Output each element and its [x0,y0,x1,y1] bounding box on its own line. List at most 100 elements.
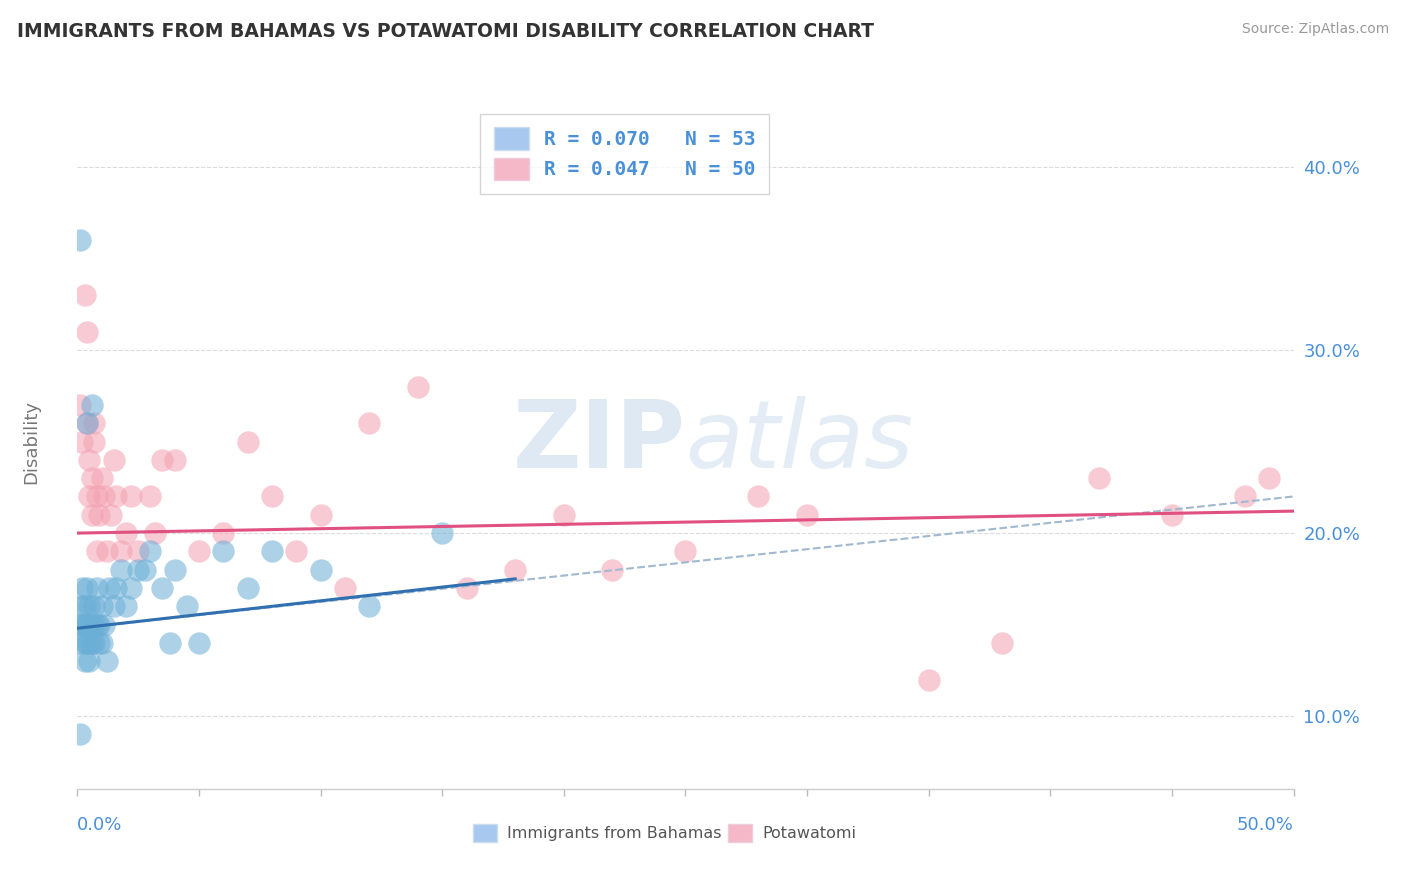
Text: atlas: atlas [686,396,914,487]
Point [86,581,108,595]
Point [79,617,101,632]
Point [73,654,96,668]
Point [553,508,575,522]
Point [236,434,259,449]
Point [115,526,138,541]
Point [430,526,453,541]
Text: IMMIGRANTS FROM BAHAMAS VS POTAWATOMI DISABILITY CORRELATION CHART: IMMIGRANTS FROM BAHAMAS VS POTAWATOMI DI… [17,22,875,41]
Point [79,636,101,650]
Point [260,544,283,558]
Point [159,636,181,650]
Point [73,636,96,650]
Point [139,490,162,504]
Point [260,490,283,504]
Point [86,490,108,504]
Point [79,599,101,614]
Point [70,599,93,614]
Point [152,581,174,595]
Point [79,490,101,504]
Point [796,508,818,522]
Point [90,636,112,650]
Point [990,636,1012,650]
Point [359,416,381,430]
Point [76,581,98,595]
Point [110,563,132,577]
Point [69,727,91,741]
Point [83,617,105,632]
Point [602,563,624,577]
Point [163,453,186,467]
Point [503,563,526,577]
Text: 0.0%: 0.0% [77,816,122,834]
Point [103,453,125,467]
Point [80,508,103,522]
Legend: R = 0.070   N = 53, R = 0.047   N = 50: R = 0.070 N = 53, R = 0.047 N = 50 [479,114,769,194]
Text: Source: ZipAtlas.com: Source: ZipAtlas.com [1241,22,1389,37]
Point [93,617,115,632]
Point [456,581,478,595]
Point [70,581,93,595]
Point [89,636,111,650]
Point [89,617,111,632]
Point [212,526,235,541]
Point [79,654,101,668]
Point [105,581,128,595]
Point [73,617,96,632]
Point [86,617,108,632]
Point [73,288,96,302]
Point [747,490,769,504]
Point [96,654,118,668]
Point [69,636,91,650]
Point [69,233,91,247]
Point [176,599,198,614]
Text: 50.0%: 50.0% [1237,816,1294,834]
Point [1233,490,1256,504]
Point [97,581,120,595]
Text: Potawatomi: Potawatomi [762,826,856,841]
Point [70,434,93,449]
Point [188,636,211,650]
Point [103,599,125,614]
Point [1088,471,1111,485]
Point [285,544,308,558]
Point [76,416,98,430]
Point [79,453,101,467]
Point [80,636,103,650]
Point [90,471,112,485]
Point [120,490,142,504]
FancyBboxPatch shape [728,824,752,842]
Point [69,617,91,632]
Point [359,599,381,614]
Point [1161,508,1184,522]
Point [143,526,166,541]
Point [76,325,98,339]
Point [127,563,149,577]
Point [83,416,105,430]
Point [110,544,132,558]
Point [675,544,697,558]
Text: Immigrants from Bahamas: Immigrants from Bahamas [506,826,721,841]
Point [115,599,138,614]
Point [333,581,356,595]
Point [83,636,105,650]
Point [139,544,162,558]
Point [918,673,941,687]
Point [406,379,429,393]
Point [309,508,332,522]
Point [76,416,98,430]
Point [96,544,118,558]
FancyBboxPatch shape [472,824,496,842]
Point [188,544,211,558]
Point [89,508,111,522]
Point [236,581,259,595]
Point [70,617,93,632]
Point [83,599,105,614]
Point [80,398,103,412]
Point [127,544,149,558]
Text: Disability: Disability [22,400,41,483]
Point [93,490,115,504]
Point [152,453,174,467]
Point [1258,471,1281,485]
Point [80,471,103,485]
Point [76,617,98,632]
